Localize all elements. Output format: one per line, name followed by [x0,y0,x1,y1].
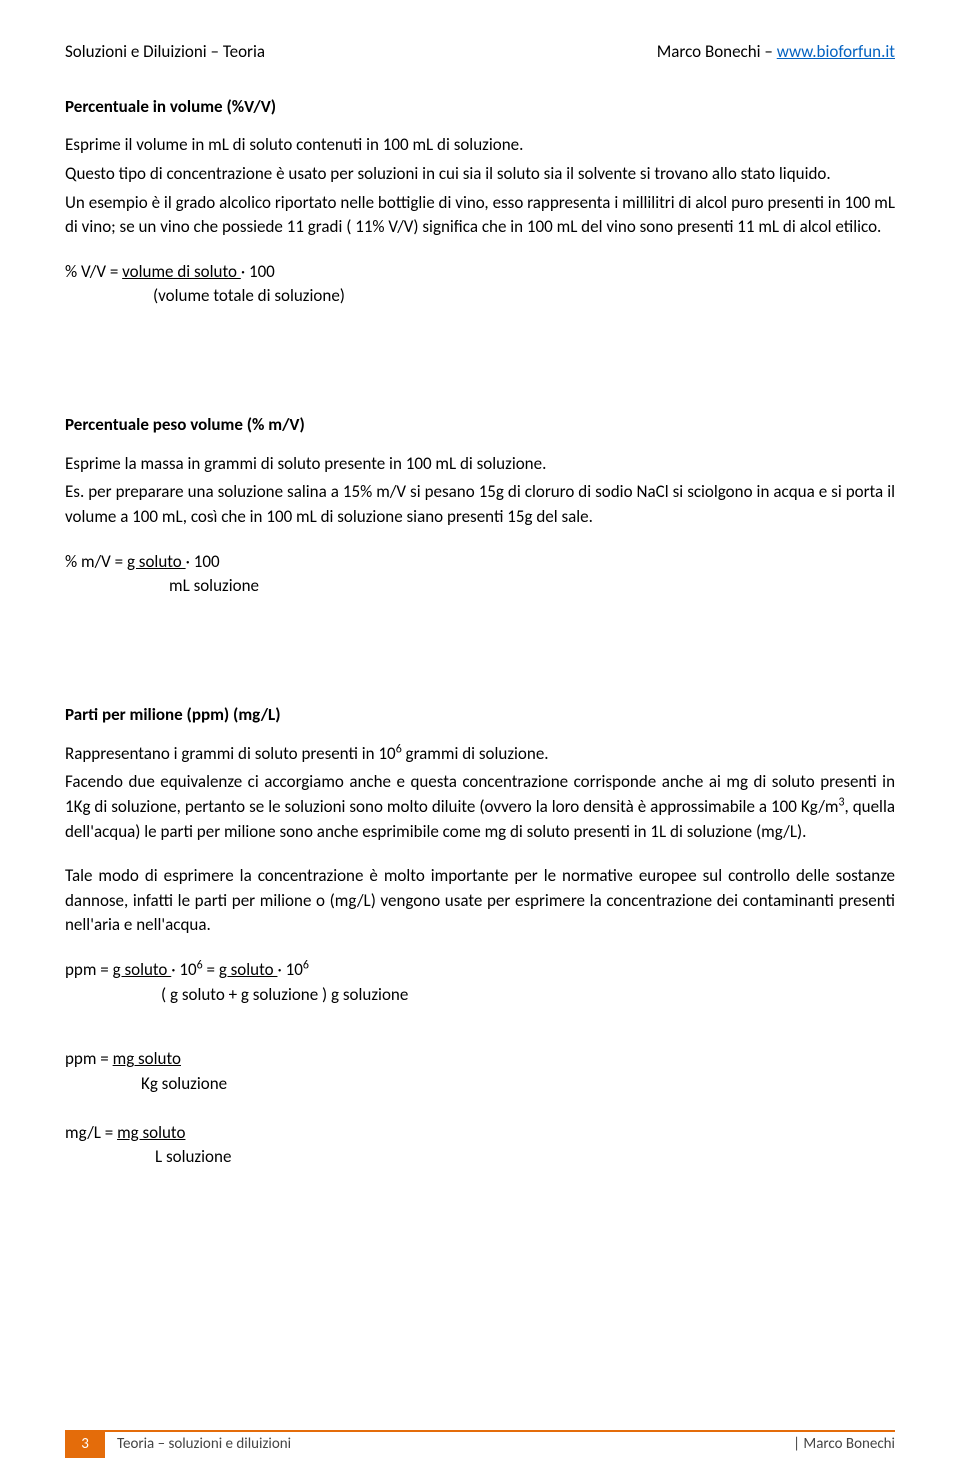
footer-title: Teoria – soluzioni e diluizioni [117,1434,291,1456]
f-denom: L soluzione [65,1145,895,1170]
sec1-p2: Questo tipo di concentrazione è usato pe… [65,162,895,187]
p1a: Rappresentano i grammi di soluto present… [65,743,396,764]
sec3-title: Parti per milione (ppm) (mg/L) [65,703,895,728]
formula-numerator: volume di soluto [122,261,241,282]
f-pref: ppm = [65,959,113,980]
sec3-formula-ppm: ppm = g soluto · 106 = g soluto · 106 ( … [65,958,895,1007]
f-denom: Kg soluzione [65,1072,895,1097]
author-name: Marco Bonechi – [657,41,777,62]
formula-suffix: · 100 [241,261,275,282]
page-footer: 3 Teoria – soluzioni e diluizioni | Marc… [65,1430,895,1458]
sec3-p2: Facendo due equivalenze ci accorgiamo an… [65,770,895,844]
sec2-formula: % m/V = g soluto · 100 mL soluzione [65,550,895,599]
sec2-title: Percentuale peso volume (% m/V) [65,413,895,438]
f-mid-b: = [203,959,219,980]
sec1-formula: % V/V = volume di soluto · 100 (volume t… [65,260,895,309]
sec3-formula-ppm2: ppm = mg soluto Kg soluzione [65,1047,895,1096]
formula-prefix: % m/V = [65,551,127,572]
f-mid-a: · 10 [171,959,196,980]
f-pref: mg/L = [65,1122,117,1143]
footer-author: | Marco Bonechi [793,1434,895,1456]
p2a: Facendo due equivalenze ci accorgiamo an… [65,771,895,817]
sec1-p3: Un esempio è il grado alcolico riportato… [65,191,895,240]
f-num: mg soluto [117,1122,185,1143]
sec1-p1: Esprime il volume in mL di soluto conten… [65,133,895,158]
header-left: Soluzioni e Diluizioni – Teoria [65,40,265,65]
formula-prefix: % V/V = [65,261,122,282]
sec2-p1: Esprime la massa in grammi di soluto pre… [65,452,895,477]
sec1-title: Percentuale in volume (%V/V) [65,95,895,120]
page-header: Soluzioni e Diluizioni – Teoria Marco Bo… [65,40,895,65]
sec3-p1: Rappresentano i grammi di soluto present… [65,742,895,767]
sec2-p2: Es. per preparare una soluzione salina a… [65,480,895,529]
formula-denominator: mL soluzione [65,574,895,599]
sec3-formula-mgl: mg/L = mg soluto L soluzione [65,1121,895,1170]
f-suf-a: · 10 [277,959,302,980]
f-sup2: 6 [303,958,309,972]
formula-denominator: (volume totale di soluzione) [65,284,895,309]
formula-numerator: g soluto [127,551,186,572]
sec3-p3: Tale modo di esprimere la concentrazione… [65,864,895,938]
header-right: Marco Bonechi – www.bioforfun.it [657,40,895,65]
f-num1: g soluto [113,959,172,980]
f-num2: g soluto [219,959,278,980]
page-number: 3 [65,1432,105,1458]
site-link[interactable]: www.bioforfun.it [777,41,895,62]
p1b: grammi di soluzione. [402,743,549,764]
f-num: mg soluto [113,1048,181,1069]
f-denom: ( g soluto + g soluzione ) g soluzione [65,983,895,1008]
f-pref: ppm = [65,1048,113,1069]
formula-suffix: · 100 [186,551,220,572]
